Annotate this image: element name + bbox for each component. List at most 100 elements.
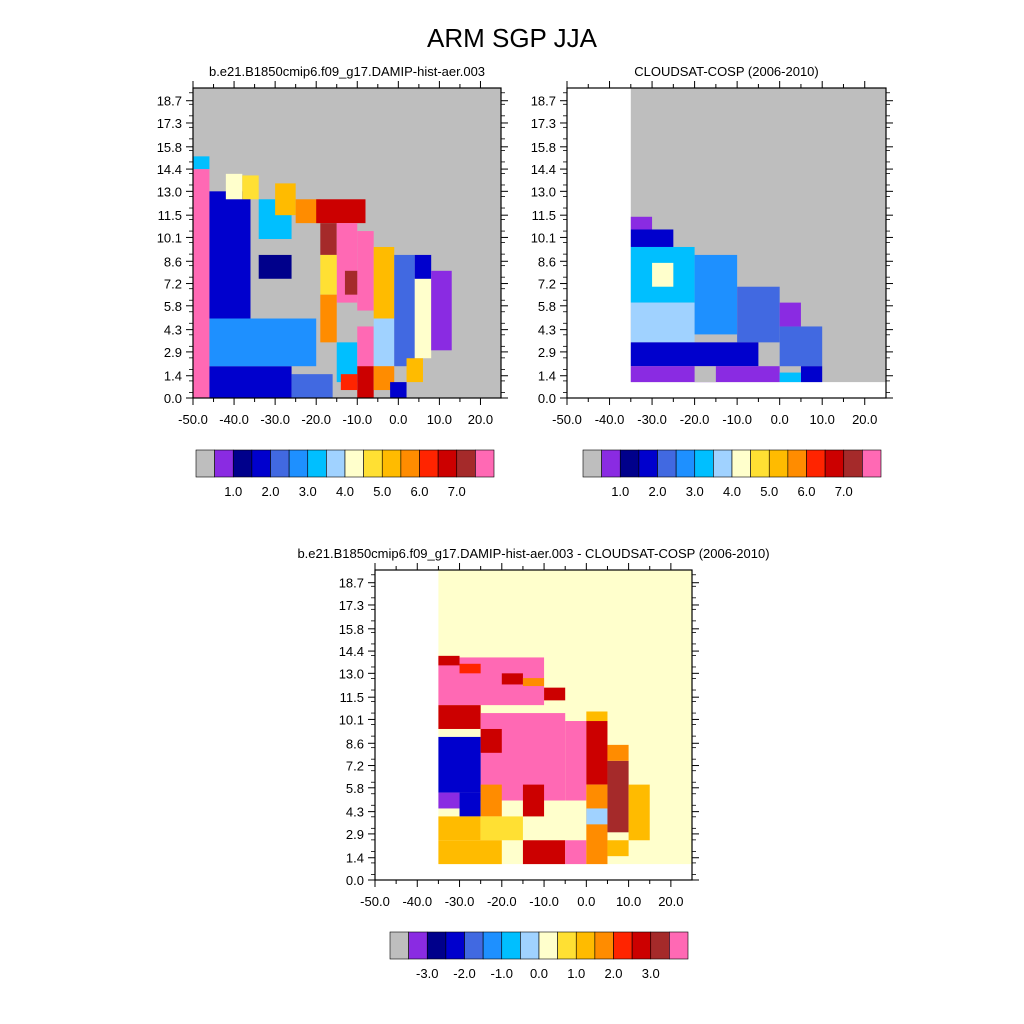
y-tick-label: 0.0: [164, 391, 182, 406]
colorbar-swatch: [326, 449, 346, 478]
heatmap-cell: [242, 175, 259, 200]
y-tick-label: 11.5: [532, 208, 556, 223]
colorbar-label: 5.0: [760, 484, 778, 499]
x-tick-label: -10.0: [722, 412, 752, 427]
colorbar-label: 5.0: [373, 484, 391, 499]
colorbar-swatch: [251, 449, 271, 478]
colorbar-swatch: [307, 449, 327, 478]
heatmap-cell: [193, 169, 210, 398]
heatmap-cell: [357, 366, 374, 398]
colorbar-swatch: [344, 449, 364, 478]
heatmap-cell: [480, 816, 523, 841]
x-tick-label: 20.0: [852, 412, 877, 427]
heatmap-cell: [414, 278, 432, 359]
panel-title: b.e21.B1850cmip6.f09_g17.DAMIP-hist-aer.…: [297, 546, 769, 561]
y-tick-label: 0.0: [346, 873, 364, 888]
y-tick-label: 5.8: [346, 781, 364, 796]
colorbar-label: 6.0: [410, 484, 428, 499]
y-tick-label: 11.5: [340, 690, 364, 705]
heatmap-cell: [275, 183, 296, 216]
x-tick-label: 10.0: [616, 894, 641, 909]
y-tick-label: 7.2: [346, 759, 364, 774]
x-tick-label: -30.0: [637, 412, 667, 427]
heatmap-cell: [586, 721, 608, 785]
heatmap-cell: [258, 254, 292, 279]
y-tick-label: 11.5: [158, 208, 182, 223]
heatmap-cell: [480, 728, 502, 753]
panel-1: b.e21.B1850cmip6.f09_g17.DAMIP-hist-aer.…: [157, 64, 508, 499]
heatmap-cell: [373, 246, 395, 319]
colorbar-label: 0.0: [530, 966, 548, 981]
heatmap-cell: [779, 326, 823, 367]
colorbar-swatch: [538, 931, 558, 960]
y-tick-label: 17.3: [531, 116, 556, 131]
y-tick-label: 13.0: [339, 666, 364, 681]
panel-3: b.e21.B1850cmip6.f09_g17.DAMIP-hist-aer.…: [297, 546, 769, 981]
y-tick-label: 14.4: [531, 162, 556, 177]
heatmap-cell: [779, 302, 801, 327]
colorbar-swatch: [482, 931, 503, 960]
y-tick-label: 8.6: [164, 254, 182, 269]
heatmap-cell: [586, 711, 608, 722]
heatmap-cell: [438, 655, 460, 666]
heatmap-cell: [800, 366, 823, 383]
colorbar-label: 4.0: [336, 484, 354, 499]
heatmap-cell: [522, 784, 545, 817]
heatmap-cell: [459, 663, 481, 674]
x-tick-label: -20.0: [301, 412, 331, 427]
colorbar-label: 3.0: [686, 484, 704, 499]
heatmap-cell: [390, 382, 407, 398]
colorbar-swatch: [594, 931, 614, 960]
y-tick-label: 18.7: [531, 94, 556, 109]
heatmap-cell: [737, 286, 780, 343]
x-tick-label: -50.0: [178, 412, 208, 427]
heatmap-cell: [522, 840, 566, 865]
x-tick-label: 10.0: [427, 412, 452, 427]
colorbar-label: -2.0: [453, 966, 475, 981]
colorbar-swatch: [713, 449, 733, 478]
y-tick-label: 13.0: [531, 184, 556, 199]
heatmap-cell: [438, 705, 481, 729]
heatmap-cell: [340, 374, 358, 391]
x-tick-label: -30.0: [445, 894, 475, 909]
y-tick-label: 13.0: [157, 184, 182, 199]
y-tick-label: 5.8: [538, 299, 556, 314]
heatmap-cell: [320, 294, 337, 343]
colorbar: 1.0 2.0 3.0 4.0 5.0 6.0 7.0: [582, 449, 882, 499]
heatmap-cell: [607, 760, 629, 833]
x-tick-label: 0.0: [577, 894, 595, 909]
x-tick-label: -40.0: [595, 412, 625, 427]
x-tick-label: 0.0: [389, 412, 407, 427]
heatmap-cell: [209, 318, 317, 367]
colorbar-swatch: [675, 449, 696, 478]
x-tick-label: -40.0: [402, 894, 432, 909]
colorbar-label: 1.0: [611, 484, 629, 499]
colorbar-swatch: [787, 449, 807, 478]
y-tick-label: 0.0: [538, 391, 556, 406]
x-tick-label: 20.0: [468, 412, 493, 427]
colorbar-label: 6.0: [797, 484, 815, 499]
colorbar-label: 3.0: [299, 484, 317, 499]
heatmap-cell: [225, 173, 243, 200]
heatmap-cell: [357, 231, 374, 311]
heatmap-cell: [438, 816, 481, 841]
y-tick-label: 4.3: [538, 323, 556, 338]
colorbar-swatch: [381, 449, 402, 478]
y-tick-label: 18.7: [157, 94, 182, 109]
heatmap-cell: [291, 374, 333, 398]
x-tick-label: -50.0: [360, 894, 390, 909]
heatmap-cell: [694, 254, 738, 335]
colorbar-swatch: [437, 449, 458, 478]
colorbar-swatch: [601, 449, 621, 478]
colorbar-swatch: [731, 449, 751, 478]
colorbar-label: 3.0: [642, 966, 660, 981]
heatmap-cell: [414, 254, 432, 279]
heatmap-cell: [586, 808, 608, 825]
heatmap-cell: [394, 254, 415, 367]
colorbar-swatch: [426, 931, 447, 960]
heatmap-cell: [193, 156, 210, 170]
colorbar-swatch: [806, 449, 826, 478]
colorbar-swatch: [232, 449, 253, 478]
heatmap-cell: [630, 302, 695, 343]
